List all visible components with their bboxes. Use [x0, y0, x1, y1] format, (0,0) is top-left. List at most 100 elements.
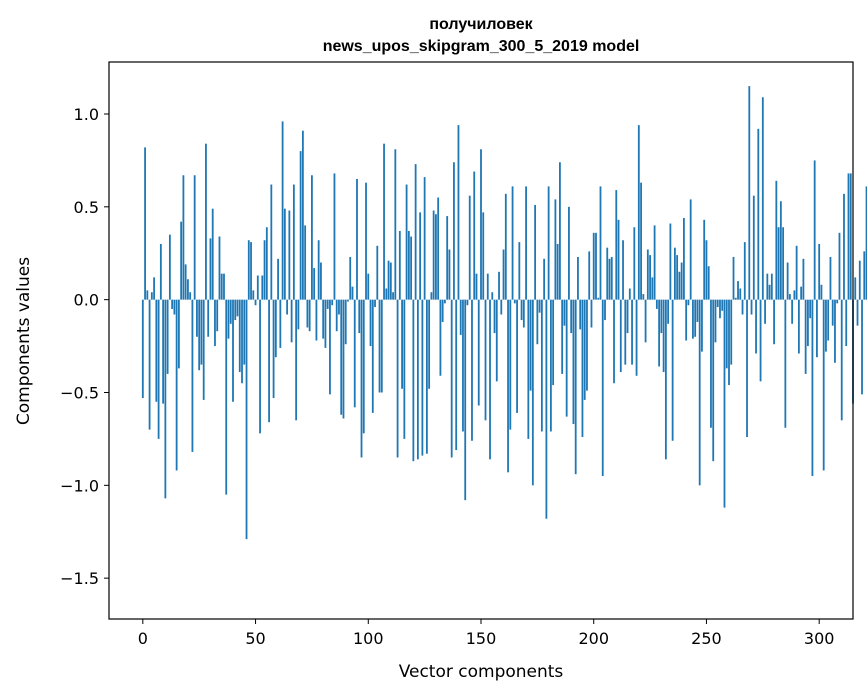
bar-260	[728, 299, 730, 386]
bar-306	[831, 299, 834, 326]
bar-180	[547, 186, 550, 300]
bar-49	[252, 290, 255, 300]
bar-190	[570, 299, 573, 334]
bar-217	[631, 299, 633, 365]
bar-29	[207, 299, 210, 337]
bar-128	[430, 292, 433, 300]
bar-182	[552, 299, 555, 386]
bar-101	[369, 299, 372, 347]
y-axis-ticks: 1.0 0.5 0.0 −0.5 −1.0 −1.5	[60, 105, 109, 588]
x-tick-label: 300	[804, 629, 835, 648]
bar-90	[344, 299, 347, 345]
y-tick-label: −0.5	[60, 383, 99, 402]
bar-141	[459, 299, 462, 335]
bar-42	[236, 299, 239, 317]
y-tick-label: 1.0	[74, 105, 99, 124]
y-tick-label: −1.0	[60, 476, 99, 495]
bar-142	[462, 299, 464, 432]
bar-318	[858, 260, 861, 300]
bar-176	[538, 299, 541, 313]
bar-179	[545, 299, 548, 519]
bar-247	[698, 299, 701, 486]
bar-279	[770, 273, 773, 300]
bar-205	[604, 299, 606, 321]
bar-216	[628, 288, 631, 300]
bar-114	[398, 230, 401, 300]
bar-197	[586, 299, 588, 391]
chart-title-line1: получиловек	[429, 16, 533, 33]
x-tick-label: 200	[578, 629, 609, 648]
bar-7	[157, 299, 160, 439]
bar-73	[306, 299, 309, 328]
bar-68	[295, 299, 298, 421]
bar-85	[333, 173, 336, 300]
bar-184	[556, 243, 559, 300]
bar-193	[577, 256, 579, 300]
bar-169	[522, 299, 525, 328]
bar-69	[297, 299, 300, 330]
bar-183	[554, 199, 557, 300]
bar-79	[320, 262, 322, 300]
bar-171	[527, 299, 530, 439]
bar-317	[856, 299, 859, 326]
bar-212	[619, 299, 622, 373]
bar-82	[326, 299, 329, 309]
bar-17	[180, 221, 183, 300]
bar-1	[144, 147, 146, 300]
bar-254	[714, 299, 717, 343]
bar-175	[536, 299, 539, 345]
bar-159	[500, 299, 503, 315]
bar-189	[568, 206, 570, 300]
bar-251	[707, 266, 710, 300]
bar-117	[405, 184, 408, 300]
bar-289	[793, 290, 796, 300]
bar-71	[301, 130, 304, 300]
bar-6	[155, 299, 158, 402]
bar-277	[766, 273, 769, 300]
bar-226	[651, 277, 654, 300]
x-tick-label: 50	[245, 629, 265, 648]
bar-5	[153, 277, 155, 300]
y-tick-label: −1.5	[60, 569, 99, 588]
bar-144	[466, 299, 469, 306]
bar-229	[658, 299, 661, 367]
bar-139	[455, 299, 458, 451]
bar-295	[807, 299, 809, 347]
bar-274	[759, 299, 762, 382]
bar-316	[854, 277, 857, 300]
bar-133	[441, 299, 444, 322]
bar-231	[662, 299, 665, 373]
bar-320	[863, 251, 866, 300]
bar-187	[563, 299, 566, 326]
bar-66	[290, 299, 293, 343]
bar-23	[193, 175, 196, 300]
bar-47	[247, 240, 250, 300]
bar-203	[599, 186, 602, 300]
bar-62	[281, 121, 284, 300]
bar-272	[755, 299, 757, 354]
bar-283	[779, 201, 782, 300]
bar-185	[559, 162, 561, 300]
bar-286	[786, 262, 789, 300]
bar-224	[646, 249, 649, 300]
bar-119	[410, 236, 413, 300]
bar-258	[723, 299, 726, 508]
bar-91	[347, 299, 349, 302]
bar-230	[660, 299, 663, 334]
bar-40	[232, 299, 234, 402]
bar-257	[721, 299, 724, 311]
bar-301	[820, 284, 823, 300]
bar-207	[608, 258, 611, 300]
bar-98	[362, 299, 365, 434]
bar-150	[480, 149, 482, 300]
bar-136	[448, 249, 451, 300]
bar-218	[633, 227, 636, 300]
bar-32	[214, 299, 216, 347]
bar-155	[491, 292, 494, 300]
bar-100	[367, 273, 370, 300]
bar-87	[338, 299, 340, 315]
bar-59	[274, 299, 277, 358]
bar-78	[317, 240, 320, 300]
bar-135	[446, 216, 449, 300]
bar-248	[701, 299, 703, 352]
